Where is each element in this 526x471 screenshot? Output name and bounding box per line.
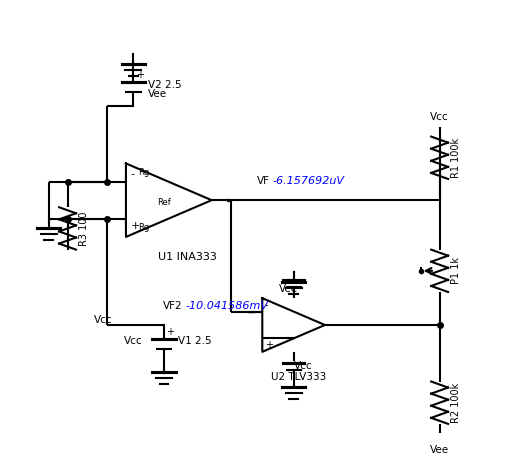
Text: +: + — [166, 327, 175, 337]
Text: +: + — [265, 340, 272, 350]
Text: R1 100k: R1 100k — [451, 138, 461, 178]
Text: Ref: Ref — [157, 198, 171, 207]
Text: Vee: Vee — [279, 284, 298, 294]
Text: -6.157692uV: -6.157692uV — [272, 176, 345, 187]
Text: P1 1k: P1 1k — [451, 257, 461, 284]
Text: +: + — [130, 221, 140, 231]
Text: U2 TLV333: U2 TLV333 — [271, 372, 326, 382]
Text: -: - — [130, 170, 135, 179]
Text: -: - — [265, 300, 268, 310]
Text: Vee: Vee — [148, 89, 167, 99]
Text: Rg: Rg — [138, 223, 149, 232]
Text: V1 2.5: V1 2.5 — [178, 336, 212, 347]
Text: -10.041586mV: -10.041586mV — [185, 301, 268, 311]
Text: R3 100: R3 100 — [79, 211, 89, 246]
Text: Vcc: Vcc — [430, 113, 449, 122]
Text: VF2: VF2 — [163, 301, 183, 311]
Text: Vee: Vee — [430, 445, 449, 455]
Text: VF: VF — [257, 176, 270, 187]
Text: Rg: Rg — [138, 168, 149, 177]
Text: V2 2.5: V2 2.5 — [148, 80, 181, 90]
Text: U1 INA333: U1 INA333 — [158, 252, 217, 262]
Text: Vcc: Vcc — [124, 336, 143, 347]
Text: Vcc: Vcc — [294, 361, 312, 371]
Text: Vcc: Vcc — [94, 315, 112, 325]
Text: R2 100k: R2 100k — [451, 382, 461, 423]
Text: +: + — [136, 70, 144, 81]
